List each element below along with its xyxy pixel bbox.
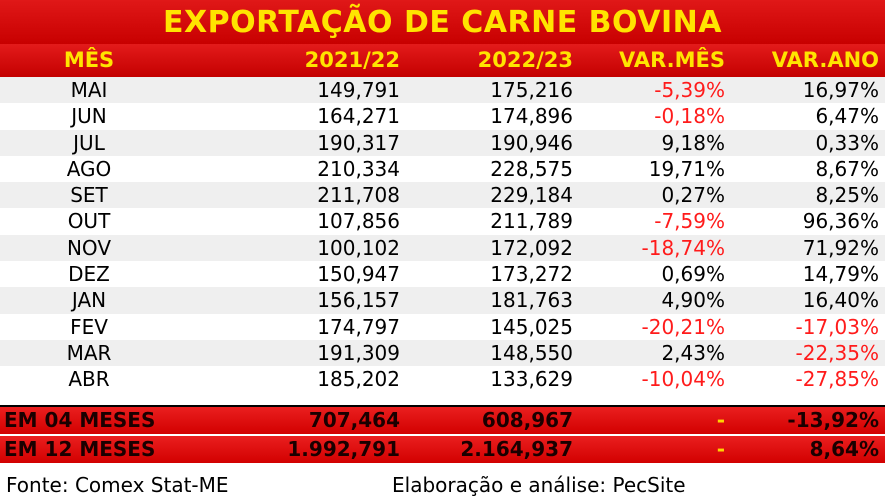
table-row: MAI 149,791 175,216 -5,39% 16,97% xyxy=(0,77,885,104)
cell-2021-22: 107,856 xyxy=(317,209,400,234)
cell-var-mes: -10,04% xyxy=(641,367,725,392)
cell-2021-22: 210,334 xyxy=(317,156,400,181)
cell-2021-22: 185,202 xyxy=(317,367,400,392)
cell-2022-23: 211,789 xyxy=(490,209,573,234)
cell-var-ano: -27,85% xyxy=(795,367,879,392)
cell-var-mes: 19,71% xyxy=(648,156,725,181)
header-2021-22: 2021/22 xyxy=(304,48,400,72)
cell-mes: ABR xyxy=(68,367,110,392)
footer: Fonte: Comex Stat-ME Elaboração e anális… xyxy=(0,468,885,502)
cell-var-mes: -0,18% xyxy=(654,104,725,129)
cell-var-ano: 8,67% xyxy=(815,156,879,181)
table-row: AGO 210,334 228,575 19,71% 8,67% xyxy=(0,156,885,182)
header-2022-23: 2022/23 xyxy=(477,48,573,72)
table-row: SET 211,708 229,184 0,27% 8,25% xyxy=(0,182,885,209)
cell-var-ano: 14,79% xyxy=(802,262,879,287)
total-row-04-meses: EM 04 MESES 707,464 608,967 - -13,92% xyxy=(0,407,885,434)
cell-mes: JUL xyxy=(73,130,105,155)
cell-var-ano: -17,03% xyxy=(795,314,879,339)
total-var-ano: 8,64% xyxy=(809,437,879,461)
cell-mes: DEZ xyxy=(68,262,110,287)
table-row: NOV 100,102 172,092 -18,74% 71,92% xyxy=(0,234,885,262)
total-var-mes: - xyxy=(716,408,725,432)
cell-mes: FEV xyxy=(70,314,108,339)
cell-2021-22: 164,271 xyxy=(317,104,400,129)
cell-var-mes: 0,27% xyxy=(661,183,725,208)
total-value-2021-22: 707,464 xyxy=(308,408,400,432)
page-title: EXPORTAÇÃO DE CARNE BOVINA xyxy=(163,4,722,40)
cell-2022-23: 173,272 xyxy=(490,262,573,287)
cell-var-ano: 71,92% xyxy=(802,235,879,260)
cell-2022-23: 229,184 xyxy=(490,183,573,208)
table-row: JUL 190,317 190,946 9,18% 0,33% xyxy=(0,129,885,156)
total-value-2022-23: 2.164,937 xyxy=(460,437,573,461)
cell-var-mes: -20,21% xyxy=(641,314,725,339)
cell-2021-22: 174,797 xyxy=(317,314,400,339)
cell-var-mes: 4,90% xyxy=(661,288,725,313)
cell-2021-22: 150,947 xyxy=(317,262,400,287)
cell-2022-23: 148,550 xyxy=(490,340,573,365)
credit-note: Elaboração e análise: PecSite xyxy=(392,473,686,497)
source-note: Fonte: Comex Stat-ME xyxy=(6,473,229,497)
cell-var-mes: 9,18% xyxy=(661,130,725,155)
total-separator xyxy=(0,434,885,436)
table-row: FEV 174,797 145,025 -20,21% -17,03% xyxy=(0,314,885,340)
table-row: JUN 164,271 174,896 -0,18% 6,47% xyxy=(0,103,885,129)
total-label: EM 04 MESES xyxy=(4,408,156,432)
table-row: JAN 156,157 181,763 4,90% 16,40% xyxy=(0,287,885,314)
table-row: DEZ 150,947 173,272 0,69% 14,79% xyxy=(0,261,885,287)
table-row: OUT 107,856 211,789 -7,59% 96,36% xyxy=(0,208,885,234)
cell-var-ano: 96,36% xyxy=(802,209,879,234)
cell-var-mes: -7,59% xyxy=(654,209,725,234)
cell-mes: MAR xyxy=(66,340,112,365)
cell-2022-23: 133,629 xyxy=(490,367,573,392)
cell-var-mes: -5,39% xyxy=(654,78,725,102)
cell-mes: JAN xyxy=(71,288,107,313)
cell-mes: NOV xyxy=(66,235,112,260)
total-label: EM 12 MESES xyxy=(4,437,156,461)
cell-var-ano: 6,47% xyxy=(815,104,879,129)
cell-2021-22: 100,102 xyxy=(317,235,400,260)
header-mes: MÊS xyxy=(63,48,115,72)
cell-var-ano: -22,35% xyxy=(795,340,879,365)
header-var-ano: VAR.ANO xyxy=(771,48,879,72)
total-row-12-meses: EM 12 MESES 1.992,791 2.164,937 - 8,64% xyxy=(0,436,885,463)
total-value-2021-22: 1.992,791 xyxy=(287,437,400,461)
cell-2021-22: 211,708 xyxy=(317,183,400,208)
cell-2021-22: 190,317 xyxy=(317,130,400,155)
cell-var-mes: 2,43% xyxy=(661,340,725,365)
cell-mes: SET xyxy=(70,183,108,208)
cell-2022-23: 190,946 xyxy=(490,130,573,155)
total-var-mes: - xyxy=(716,437,725,461)
cell-var-mes: -18,74% xyxy=(641,235,725,260)
cell-mes: OUT xyxy=(67,209,111,234)
cell-2022-23: 172,092 xyxy=(490,235,573,260)
cell-var-mes: 0,69% xyxy=(661,262,725,287)
cell-2022-23: 174,896 xyxy=(490,104,573,129)
table-header: MÊS 2021/22 2022/23 VAR.MÊS VAR.ANO xyxy=(0,44,885,77)
title-bar: EXPORTAÇÃO DE CARNE BOVINA xyxy=(0,0,885,44)
cell-mes: AGO xyxy=(66,156,112,181)
cell-2022-23: 175,216 xyxy=(490,78,573,102)
cell-var-ano: 16,97% xyxy=(802,78,879,102)
table-bottom-border xyxy=(0,405,885,407)
cell-var-ano: 16,40% xyxy=(802,288,879,313)
table-row: ABR 185,202 133,629 -10,04% -27,85% xyxy=(0,366,885,392)
table-row: MAR 191,309 148,550 2,43% -22,35% xyxy=(0,339,885,367)
cell-2022-23: 228,575 xyxy=(490,156,573,181)
total-value-2022-23: 608,967 xyxy=(481,408,573,432)
cell-mes: JUN xyxy=(71,104,107,129)
cell-var-ano: 0,33% xyxy=(815,130,879,155)
cell-2022-23: 145,025 xyxy=(490,314,573,339)
table-body: MAI 149,791 175,216 -5,39% 16,97% JUN 164,271 1… xyxy=(0,77,885,393)
total-var-ano: -13,92% xyxy=(787,408,879,432)
cell-2021-22: 191,309 xyxy=(317,340,400,365)
header-var-mes: VAR.MÊS xyxy=(619,48,725,72)
cell-2021-22: 156,157 xyxy=(317,288,400,313)
cell-var-ano: 8,25% xyxy=(815,183,879,208)
cell-mes: MAI xyxy=(70,78,108,102)
cell-2022-23: 181,763 xyxy=(490,288,573,313)
cell-2021-22: 149,791 xyxy=(317,78,400,102)
